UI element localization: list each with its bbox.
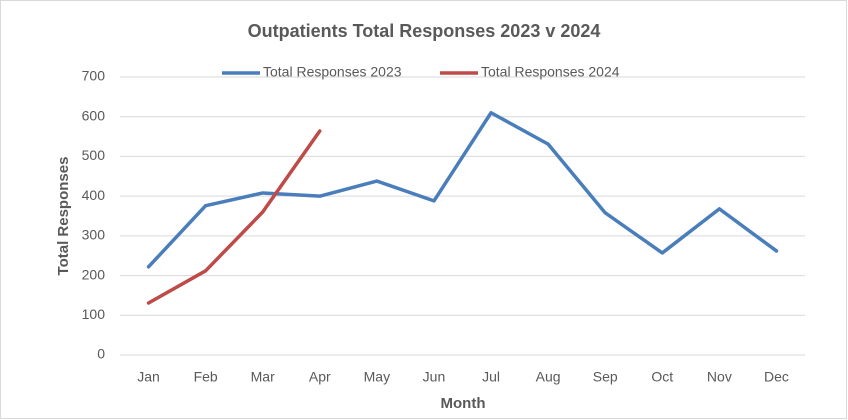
y-tick-label: 400	[82, 187, 106, 203]
x-axis-label: Month	[441, 395, 486, 412]
y-tick-label: 0	[97, 346, 105, 362]
x-tick-label: Jul	[482, 369, 500, 385]
y-tick-label: 700	[82, 68, 106, 84]
x-tick-label: Sep	[593, 369, 618, 385]
x-tick-label: Jan	[137, 369, 160, 385]
y-axis-label: Total Responses	[55, 157, 72, 276]
x-tick-label: Oct	[651, 369, 673, 385]
x-tick-label: Aug	[536, 369, 561, 385]
x-tick-label: Nov	[707, 369, 732, 385]
line-series	[146, 110, 779, 269]
y-tick-label: 600	[82, 107, 106, 123]
x-tick-label: Jun	[423, 369, 446, 385]
x-tick-label: Feb	[194, 369, 218, 385]
line-series	[146, 129, 322, 305]
y-tick-label: 300	[82, 227, 106, 243]
x-tick-label: Dec	[764, 369, 789, 385]
x-tick-label: Apr	[309, 369, 331, 385]
x-tick-label: Mar	[251, 369, 275, 385]
x-tick-label: May	[364, 369, 390, 385]
legend-label: Total Responses 2024	[481, 64, 620, 80]
y-tick-label: 100	[82, 306, 106, 322]
legend-label: Total Responses 2023	[263, 64, 402, 80]
chart-title: Outpatients Total Responses 2023 v 2024	[248, 21, 601, 41]
y-tick-label: 200	[82, 266, 106, 282]
y-tick-label: 500	[82, 147, 106, 163]
